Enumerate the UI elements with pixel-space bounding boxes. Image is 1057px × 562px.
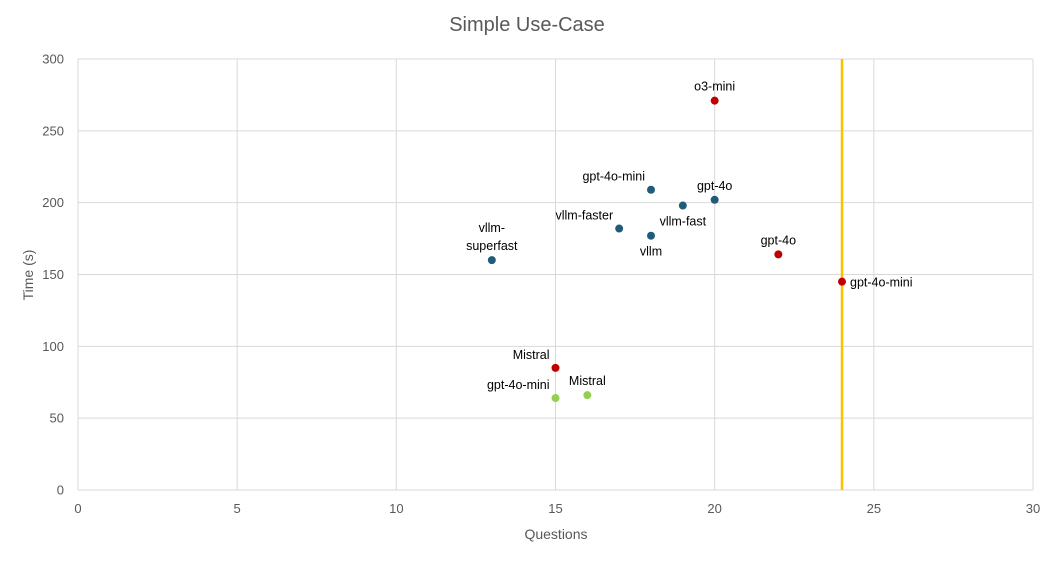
x-axis-title: Questions bbox=[524, 526, 587, 542]
data-point bbox=[774, 250, 783, 259]
data-point bbox=[647, 231, 655, 240]
y-tick-label: 100 bbox=[42, 339, 64, 354]
data-label: vllm-fast bbox=[660, 215, 707, 229]
x-tick-label: 30 bbox=[1026, 501, 1040, 516]
x-tick-label: 25 bbox=[867, 501, 881, 516]
data-label: gpt-4o-mini bbox=[850, 276, 913, 290]
y-tick-label: 0 bbox=[57, 483, 64, 498]
x-tick-label: 15 bbox=[548, 501, 562, 516]
x-tick-label: 10 bbox=[389, 501, 403, 516]
data-point bbox=[551, 363, 560, 372]
data-label: vllm- bbox=[479, 221, 505, 235]
data-label: gpt-4o bbox=[761, 233, 796, 247]
chart-title: Simple Use-Case bbox=[449, 14, 605, 36]
data-label: o3-mini bbox=[694, 80, 735, 94]
data-point bbox=[615, 224, 624, 233]
data-label: gpt-4o-mini bbox=[582, 170, 645, 184]
y-tick-label: 200 bbox=[42, 195, 64, 210]
y-axis-title: Time (s) bbox=[20, 250, 36, 301]
data-label: vllm bbox=[640, 245, 662, 259]
data-point bbox=[838, 277, 846, 286]
y-tick-label: 50 bbox=[50, 411, 64, 426]
x-tick-label: 5 bbox=[234, 501, 241, 516]
data-label: Mistral bbox=[569, 374, 606, 388]
y-tick-label: 250 bbox=[42, 123, 64, 138]
data-points bbox=[487, 96, 846, 403]
y-tick-label: 150 bbox=[42, 267, 64, 282]
data-point bbox=[647, 185, 655, 194]
data-label: superfast bbox=[466, 239, 518, 253]
data-label: vllm-faster bbox=[556, 209, 614, 223]
data-point bbox=[710, 195, 719, 204]
data-point bbox=[551, 394, 560, 403]
data-point bbox=[678, 201, 687, 210]
x-tick-label: 0 bbox=[74, 501, 81, 516]
data-point bbox=[487, 256, 496, 265]
data-label: Mistral bbox=[513, 348, 550, 362]
data-point bbox=[583, 391, 592, 400]
grid bbox=[77, 58, 1034, 491]
data-label: gpt-4o bbox=[697, 179, 732, 193]
data-label: gpt-4o-mini bbox=[487, 378, 550, 392]
x-tick-label: 20 bbox=[707, 501, 721, 516]
y-tick-label: 300 bbox=[42, 52, 64, 67]
data-point bbox=[710, 96, 719, 105]
data-labels: vllm-superfast vllm-faster gpt-4o-mini vllm… bbox=[466, 80, 912, 392]
